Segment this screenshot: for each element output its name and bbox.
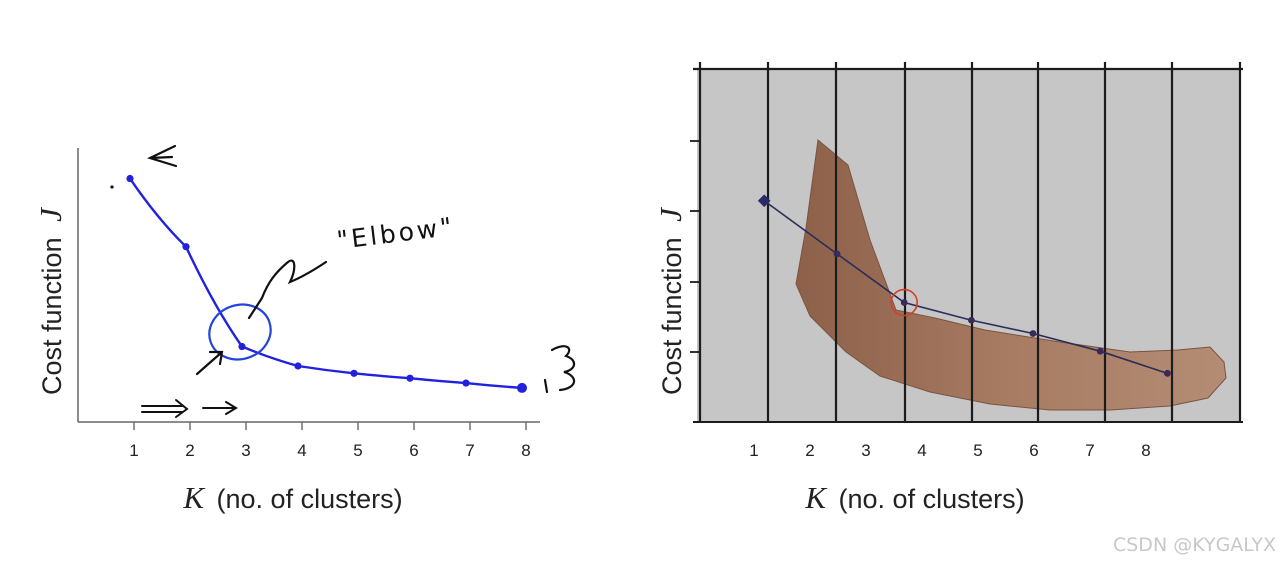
- right-data-point: [833, 250, 841, 258]
- elbow-highlight-circle: [890, 288, 919, 317]
- right-x-tick-label: 4: [917, 441, 926, 460]
- right-data-point: [1029, 330, 1037, 337]
- left-x-tick-label: 7: [465, 441, 474, 460]
- watermark: CSDN @KYGALYX: [1112, 534, 1276, 556]
- right-end-squiggle: [543, 345, 576, 394]
- stray-dot: [110, 185, 114, 189]
- left-data-point: [182, 243, 190, 251]
- elbow-squiggle: [247, 259, 328, 320]
- left-data-point: [126, 174, 134, 183]
- elbow-arrow-mark: [195, 350, 224, 376]
- right-data-point: [968, 316, 975, 324]
- axis-arrow-marks: [141, 399, 238, 418]
- right-x-tick-label: 5: [973, 441, 982, 460]
- right-ylabel: Cost function J: [653, 207, 688, 395]
- right-x-tick-label: 3: [861, 441, 870, 460]
- elbow-circle: [208, 303, 272, 361]
- right-chart: Cost function J 1 2 3 4 5 6 7 8 K (no. of clust…: [653, 62, 1243, 515]
- left-data-point: [294, 362, 302, 370]
- left-x-tick-label: 5: [353, 441, 362, 460]
- left-data-point: [238, 342, 246, 351]
- left-x-tick-label: 1: [129, 441, 138, 460]
- left-data-point: [350, 369, 358, 377]
- left-x-tick-label: 8: [521, 441, 530, 460]
- right-x-tick-label: 7: [1085, 441, 1094, 460]
- elbow-annotation: "Elbow": [335, 212, 456, 255]
- right-data-point: [1164, 369, 1171, 377]
- top-arrow-mark: [146, 144, 178, 168]
- left-x-tick-label: 3: [241, 441, 250, 460]
- right-x-tick-label: 2: [805, 441, 814, 460]
- right-x-tick-label: 8: [1141, 441, 1150, 460]
- right-data-point: [900, 299, 908, 306]
- left-x-tick-label: 2: [185, 441, 194, 460]
- right-data-point: [1096, 347, 1104, 355]
- left-data-point: [406, 374, 414, 382]
- left-chart: Cost function J 1 2 3 4 5 6 7 8 "Elbow" K (no. …: [33, 144, 576, 515]
- left-ylabel: Cost function J: [33, 207, 68, 395]
- left-data-point: [517, 382, 527, 393]
- left-series-line: [128, 177, 524, 390]
- left-x-tick-label: 6: [409, 441, 418, 460]
- left-data-point: [462, 379, 470, 387]
- left-xlabel: K (no. of clusters): [182, 480, 402, 515]
- left-x-tick-label: 4: [297, 441, 306, 460]
- arm-illustration: [795, 139, 1227, 411]
- right-xlabel: K (no. of clusters): [804, 480, 1024, 515]
- right-x-tick-label: 1: [749, 441, 758, 460]
- right-x-tick-label: 6: [1029, 441, 1038, 460]
